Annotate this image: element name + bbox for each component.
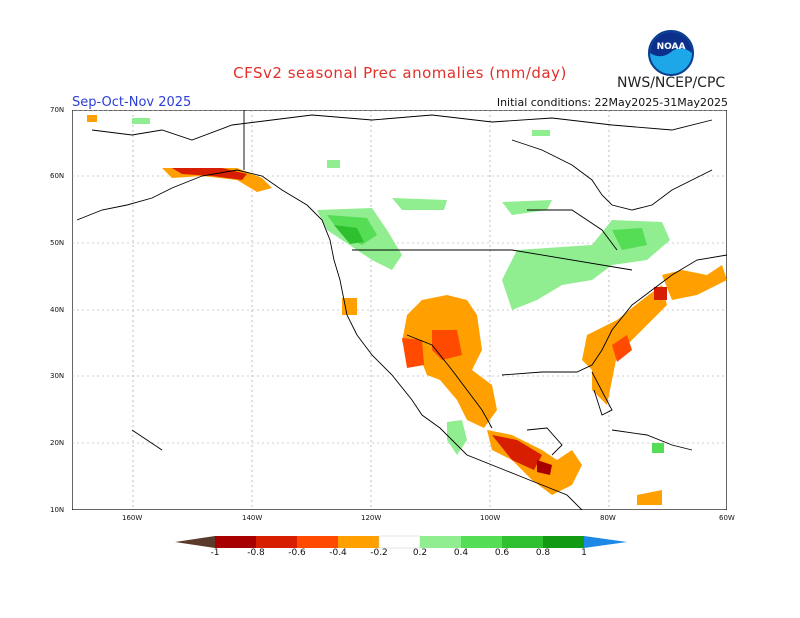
colorbar-segment [420, 536, 461, 548]
colorbar-segment [543, 536, 584, 548]
lon-label-160w: 160W [122, 514, 143, 522]
lon-label-60w: 60W [719, 514, 735, 522]
map-canvas [71, 109, 728, 511]
lon-label-80w: 80W [600, 514, 616, 522]
wet-anomaly-areas [132, 118, 670, 455]
colorbar-segment [502, 536, 543, 548]
colorbar-label: 0.4 [453, 548, 469, 558]
colorbar-upper-extension [584, 536, 627, 548]
lat-label-60n: 60N [50, 172, 65, 180]
colorbar-segment [256, 536, 297, 548]
noaa-logo-icon: NOAA [648, 30, 694, 76]
lon-label-120w: 120W [361, 514, 382, 522]
colorbar-segment [461, 536, 502, 548]
season-label: Sep-Oct-Nov 2025 [72, 95, 192, 110]
colorbar-segment [338, 536, 379, 548]
agency-label: NWS/NCEP/CPC [617, 75, 726, 91]
lat-label-40n: 40N [50, 306, 65, 314]
lat-label-30n: 30N [50, 372, 65, 380]
colorbar-label: 1 [581, 548, 587, 558]
colorbar-label: -0.6 [288, 548, 306, 558]
logo-text: NOAA [657, 42, 686, 52]
map-title: CFSv2 seasonal Prec anomalies (mm/day) [233, 64, 567, 82]
colorbar-segment [378, 535, 421, 549]
colorbar-lower-extension [175, 536, 215, 548]
colorbar-segment [215, 536, 256, 548]
colorbar-label: 0.8 [535, 548, 551, 558]
lon-label-140w: 140W [242, 514, 263, 522]
anomaly-map [71, 109, 728, 511]
lat-label-20n: 20N [50, 439, 65, 447]
lat-label-50n: 50N [50, 239, 65, 247]
colorbar-label: -0.4 [329, 548, 347, 558]
coastlines [76, 110, 728, 511]
colorbar-label: 0.2 [412, 548, 428, 558]
colorbar-label: -0.8 [247, 548, 265, 558]
colorbar-segment [297, 536, 338, 548]
colorbar-label: 0.6 [494, 548, 510, 558]
initial-conditions-label: Initial conditions: 22May2025-31May2025 [496, 96, 728, 109]
lat-label-70n: 70N [50, 106, 65, 114]
dry-anomaly-areas [87, 115, 727, 505]
colorbar-label: -1 [210, 548, 220, 558]
colorbar-label: -0.2 [370, 548, 388, 558]
lon-label-100w: 100W [480, 514, 501, 522]
lat-label-10n: 10N [50, 506, 65, 514]
colorbar [175, 535, 627, 549]
